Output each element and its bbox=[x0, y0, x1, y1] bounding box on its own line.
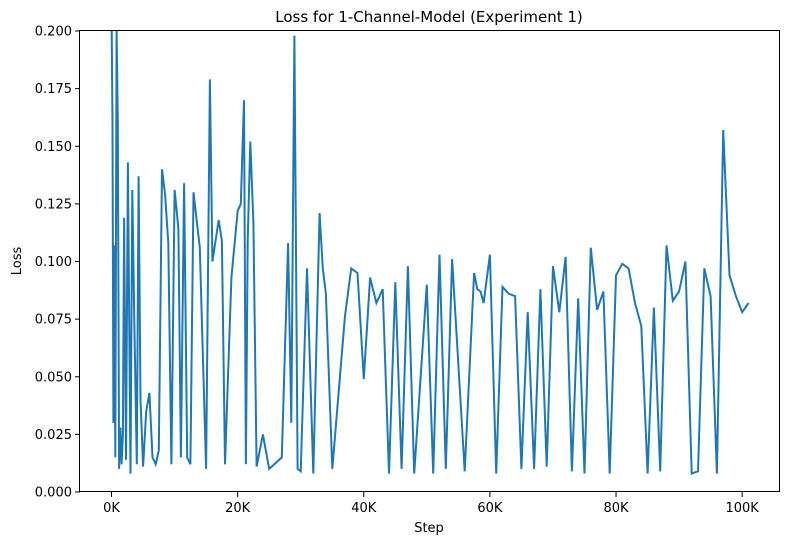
x-tick-label: 40K bbox=[351, 501, 377, 516]
x-tick-label: 20K bbox=[225, 501, 251, 516]
y-tick-label: 0.200 bbox=[35, 25, 72, 40]
plot-frame bbox=[79, 30, 780, 492]
y-tick-label: 0.075 bbox=[35, 313, 72, 328]
loss-series-line bbox=[110, 31, 750, 476]
chart-title: Loss for 1-Channel-Model (Experiment 1) bbox=[275, 8, 583, 26]
x-tick-label: 60K bbox=[477, 501, 503, 516]
x-tick-label: 80K bbox=[603, 501, 629, 516]
y-axis-label: Loss bbox=[10, 247, 25, 276]
y-axis: 0.000 0.025 0.050 0.075 0.100 0.125 0.150 0.175… bbox=[35, 25, 80, 501]
y-tick-label: 0.125 bbox=[35, 197, 72, 212]
x-axis-label: Step bbox=[414, 521, 444, 536]
y-tick-label: 0.175 bbox=[35, 82, 72, 97]
x-axis: 0K 20K 40K 60K 80K 100K bbox=[103, 492, 759, 516]
y-tick-label: 0.025 bbox=[35, 428, 72, 443]
y-tick-label: 0.050 bbox=[35, 370, 72, 385]
y-tick-label: 0.000 bbox=[35, 486, 72, 501]
plot-area bbox=[110, 31, 750, 476]
y-tick-label: 0.100 bbox=[35, 255, 72, 270]
x-tick-label: 0K bbox=[103, 501, 120, 516]
y-tick-label: 0.150 bbox=[35, 140, 72, 155]
x-tick-label: 100K bbox=[725, 501, 759, 516]
